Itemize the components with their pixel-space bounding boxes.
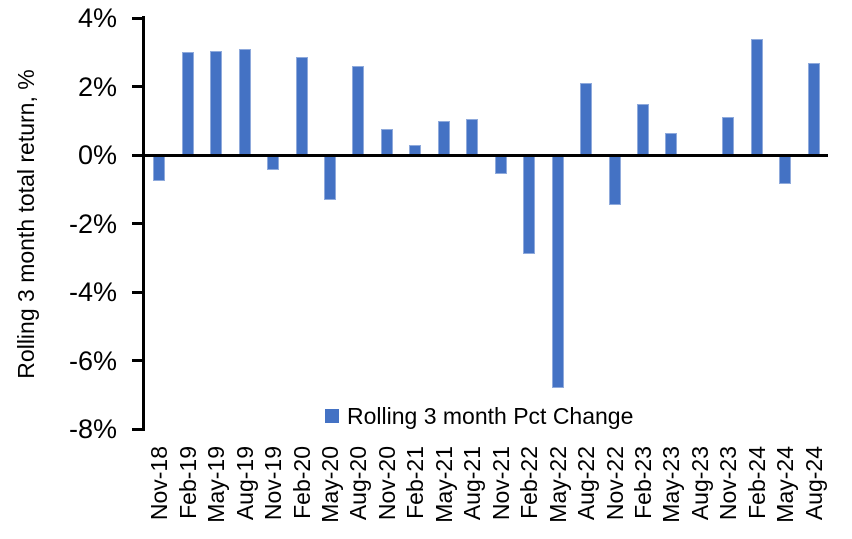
bar-Feb-19 (182, 52, 194, 155)
bar-Feb-20 (296, 57, 308, 155)
bar-Feb-23 (637, 104, 649, 155)
y-axis-tick (132, 428, 142, 431)
bar-Feb-22 (523, 155, 535, 254)
bar-May-24 (779, 155, 791, 184)
bar-Feb-24 (751, 39, 763, 155)
y-axis-tick (132, 17, 142, 20)
y-tick-label: -2% (68, 209, 117, 239)
y-axis-title: Rolling 3 month total return, % (13, 69, 39, 379)
y-axis-tick (132, 222, 142, 225)
legend-swatch-icon (325, 409, 339, 423)
x-tick-label: May-19 (203, 446, 229, 523)
x-tick-label: May-22 (545, 446, 571, 523)
y-tick-label: -8% (68, 414, 117, 444)
bar-Aug-20 (352, 66, 364, 155)
x-tick-label: Feb-21 (402, 446, 428, 519)
y-tick-label: 0% (77, 140, 117, 170)
y-axis-tick (132, 359, 142, 362)
x-tick-label: Nov-22 (602, 446, 628, 521)
y-axis-tick (132, 154, 142, 157)
bar-Nov-19 (267, 155, 279, 170)
y-axis-tick (132, 85, 142, 88)
legend-label: Rolling 3 month Pct Change (347, 403, 634, 429)
x-tick-label: Nov-23 (715, 446, 741, 521)
y-axis-tick (132, 291, 142, 294)
bar-May-22 (552, 155, 564, 388)
x-tick-label: Nov-18 (146, 446, 172, 521)
bar-Nov-23 (722, 117, 734, 155)
bar-Nov-21 (495, 155, 507, 174)
x-tick-label: Aug-22 (573, 446, 599, 521)
x-tick-label: Aug-23 (687, 446, 713, 521)
bar-Nov-22 (609, 155, 621, 205)
x-tick-label: May-21 (431, 446, 457, 523)
x-tick-label: Feb-23 (630, 446, 656, 519)
x-tick-label: Nov-21 (488, 446, 514, 521)
bar-May-19 (210, 51, 222, 155)
bar-Nov-20 (381, 129, 393, 155)
bar-May-21 (438, 121, 450, 155)
x-tick-label: Aug-19 (232, 446, 258, 521)
x-tick-label: Feb-24 (744, 446, 770, 519)
x-tick-label: May-23 (658, 446, 684, 523)
x-tick-label: Nov-19 (260, 446, 286, 521)
x-tick-label: Aug-21 (459, 446, 485, 521)
y-tick-label: 4% (77, 3, 117, 33)
y-tick-label: -4% (68, 277, 117, 307)
bar-Aug-22 (580, 83, 592, 155)
bar-Nov-18 (153, 155, 165, 181)
x-tick-label: May-24 (772, 446, 798, 523)
bar-Aug-24 (808, 63, 820, 155)
x-tick-label: May-20 (317, 446, 343, 523)
x-tick-label: Aug-20 (345, 446, 371, 521)
bar-May-20 (324, 155, 336, 200)
legend: Rolling 3 month Pct Change (325, 401, 633, 431)
bar-May-23 (665, 133, 677, 155)
x-tick-label: Feb-22 (516, 446, 542, 519)
y-axis-line (142, 16, 145, 431)
bar-Aug-21 (466, 119, 478, 155)
bar-Aug-19 (239, 49, 251, 155)
x-tick-label: Feb-19 (175, 446, 201, 519)
y-tick-label: 2% (77, 72, 117, 102)
x-tick-label: Aug-24 (801, 446, 827, 521)
x-tick-label: Feb-20 (289, 446, 315, 519)
x-tick-label: Nov-20 (374, 446, 400, 521)
zero-axis-line (142, 154, 828, 157)
y-tick-label: -6% (68, 346, 117, 376)
